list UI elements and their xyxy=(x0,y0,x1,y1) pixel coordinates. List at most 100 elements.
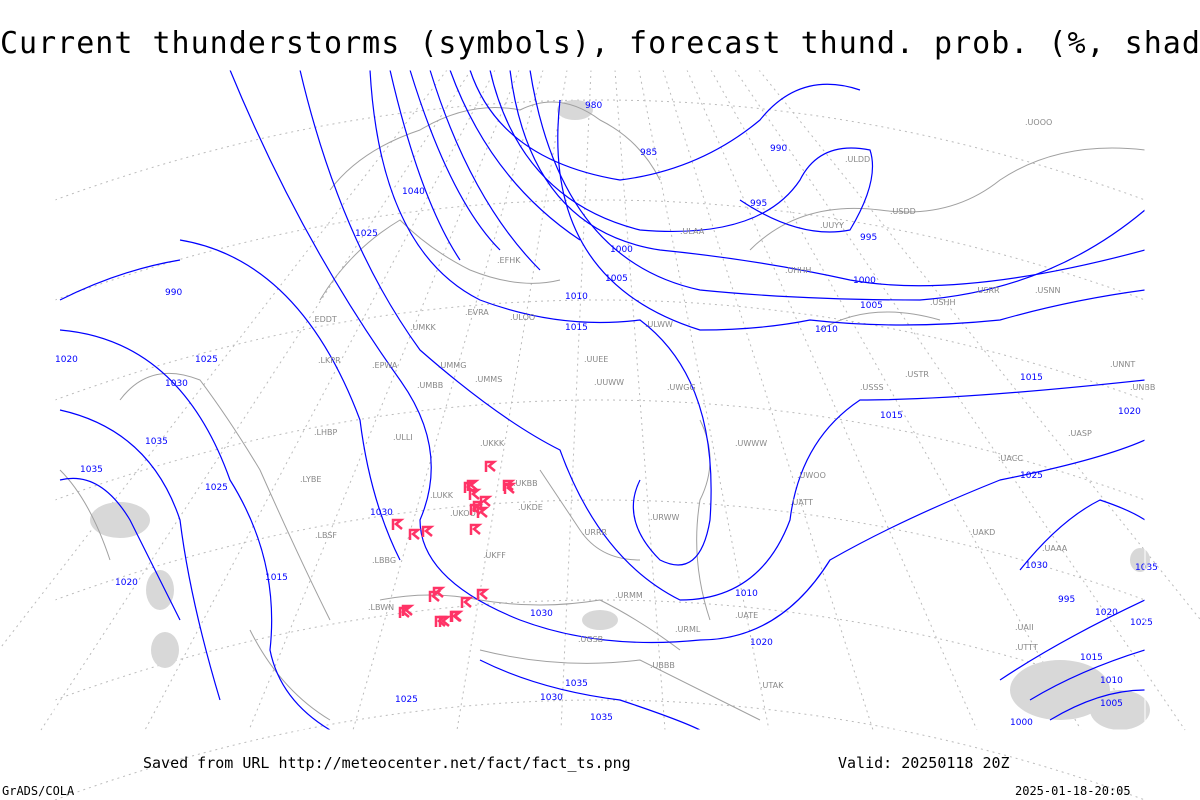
isobar-label: 1010 xyxy=(565,292,588,302)
isobar-label: 1015 xyxy=(1080,653,1103,663)
meridian-line xyxy=(248,69,520,731)
isobar-label: 1010 xyxy=(1100,676,1123,686)
coastline xyxy=(119,372,331,621)
isobar-line xyxy=(369,69,712,566)
isobar-label: 1025 xyxy=(1130,618,1153,628)
source-url: Saved from URL http://meteocenter.net/fa… xyxy=(143,754,631,772)
station-label: .UMBB xyxy=(417,381,443,390)
thunderstorm-symbol xyxy=(438,615,452,627)
station-label: .UATE xyxy=(735,611,758,620)
station-label: .USHH xyxy=(930,298,956,307)
station-label: .UKOO xyxy=(450,509,476,518)
meridian-line xyxy=(144,69,496,731)
station-label: .UNBB xyxy=(1130,383,1155,392)
station-label: .UASP xyxy=(1068,429,1092,438)
thunderstorm-symbol xyxy=(466,479,480,491)
isobar-line xyxy=(59,409,221,701)
station-label: .LYBE xyxy=(300,475,321,484)
isobar-line xyxy=(59,259,181,301)
isobar-label: 1025 xyxy=(195,355,218,365)
isobar-label: 1025 xyxy=(205,483,228,493)
thunderstorm-symbol xyxy=(476,506,490,518)
isobar-label: 1025 xyxy=(1020,471,1043,481)
station-label: .ULWW xyxy=(645,320,673,329)
isobar-label: 1030 xyxy=(165,379,188,389)
isobar-label: 990 xyxy=(770,144,787,154)
probability-shade xyxy=(557,100,593,120)
isobar-label: 1030 xyxy=(370,508,393,518)
meridian-line xyxy=(638,69,770,731)
station-label: .UMMG xyxy=(438,361,466,370)
map-frame xyxy=(54,69,1146,731)
meridian-line xyxy=(456,69,568,731)
thunderstorm-symbol xyxy=(432,586,446,598)
meridian-line xyxy=(40,69,472,731)
station-label: .USTR xyxy=(905,370,929,379)
station-label: .LBSF xyxy=(315,531,337,540)
station-label: .UUWW xyxy=(594,378,624,387)
coastline xyxy=(59,469,111,561)
isobar-line xyxy=(469,69,861,181)
station-labels: .ULLI .UMMS .UMMG .UMBB .UKKK .UKBB .UKOO .UKFF… xyxy=(300,118,1155,690)
isobar-label: 995 xyxy=(750,199,767,209)
station-label: .URRR xyxy=(582,528,608,537)
thunderstorm-symbol xyxy=(476,588,490,600)
isobar-label: 1035 xyxy=(145,437,168,447)
coastline xyxy=(819,311,941,331)
station-label: .UHHH xyxy=(785,266,811,275)
station-label: .EPWA xyxy=(372,361,398,370)
thunderstorm-symbol xyxy=(469,523,483,535)
station-label: .UWOO xyxy=(797,471,826,480)
valid-time: Valid: 20250118 20Z xyxy=(838,754,1010,772)
station-label: .LBBG xyxy=(372,556,396,565)
meridian-line xyxy=(560,69,592,731)
grads-credit: GrADS/COLA xyxy=(2,784,75,798)
map-title: Current thunderstorms (symbols), forecas… xyxy=(0,26,1200,61)
coastline xyxy=(539,469,641,561)
isobar-label: 1030 xyxy=(1025,561,1048,571)
isobar-label: 1035 xyxy=(1135,563,1158,573)
station-label: .ULDD xyxy=(845,155,870,164)
isobar-label: 1030 xyxy=(540,693,563,703)
station-label: .UWGG xyxy=(667,383,696,392)
meridian-line xyxy=(758,69,1200,620)
station-label: .UWWW xyxy=(735,439,767,448)
isobar-line xyxy=(299,69,1146,601)
isobar-label: 1010 xyxy=(815,325,838,335)
isobar-line xyxy=(1019,499,1146,571)
generated-timestamp: 2025-01-18-20:05 xyxy=(1015,784,1131,798)
isobar-label: 1025 xyxy=(395,695,418,705)
isobar-line xyxy=(59,329,331,731)
meridian-line xyxy=(686,69,978,731)
station-label: .UACC xyxy=(998,454,1023,463)
isobar-line xyxy=(229,69,1146,644)
isobar-label: 1000 xyxy=(1010,718,1033,728)
station-label: .LUKK xyxy=(430,491,454,500)
parallel-line xyxy=(54,99,1146,201)
isobar-label: 1020 xyxy=(55,355,78,365)
isobar-label: 1025 xyxy=(355,229,378,239)
isobar-line xyxy=(509,69,1146,287)
isobar-label: 1005 xyxy=(605,274,628,284)
thunderstorm-symbol xyxy=(401,604,415,616)
isobar-line xyxy=(1049,689,1146,721)
meridian-line xyxy=(734,69,1186,731)
isobar-labels: 980 985 990 995 1000 1005 1010 1015 1020 1025 1030… xyxy=(55,101,1158,728)
station-label: .UUYY xyxy=(820,221,844,230)
probability-shade xyxy=(146,570,174,610)
isobar-label: 985 xyxy=(640,148,657,158)
station-label: .ULAA xyxy=(680,227,705,236)
isobar-line xyxy=(429,69,541,271)
station-label: .UKDE xyxy=(518,503,543,512)
isobar-label: 1000 xyxy=(853,276,876,286)
station-label: .UUEE xyxy=(584,355,608,364)
station-label: .UOOO xyxy=(1025,118,1052,127)
station-label: .EFHK xyxy=(497,256,521,265)
coastline xyxy=(749,147,1146,251)
lat-lon-grid xyxy=(0,69,1200,800)
meridian-line xyxy=(0,69,448,650)
isobar-line xyxy=(529,69,1146,301)
isobar-label: 1040 xyxy=(402,187,425,197)
thunderstorm-symbol xyxy=(408,528,422,540)
station-label: .USDD xyxy=(890,207,916,216)
